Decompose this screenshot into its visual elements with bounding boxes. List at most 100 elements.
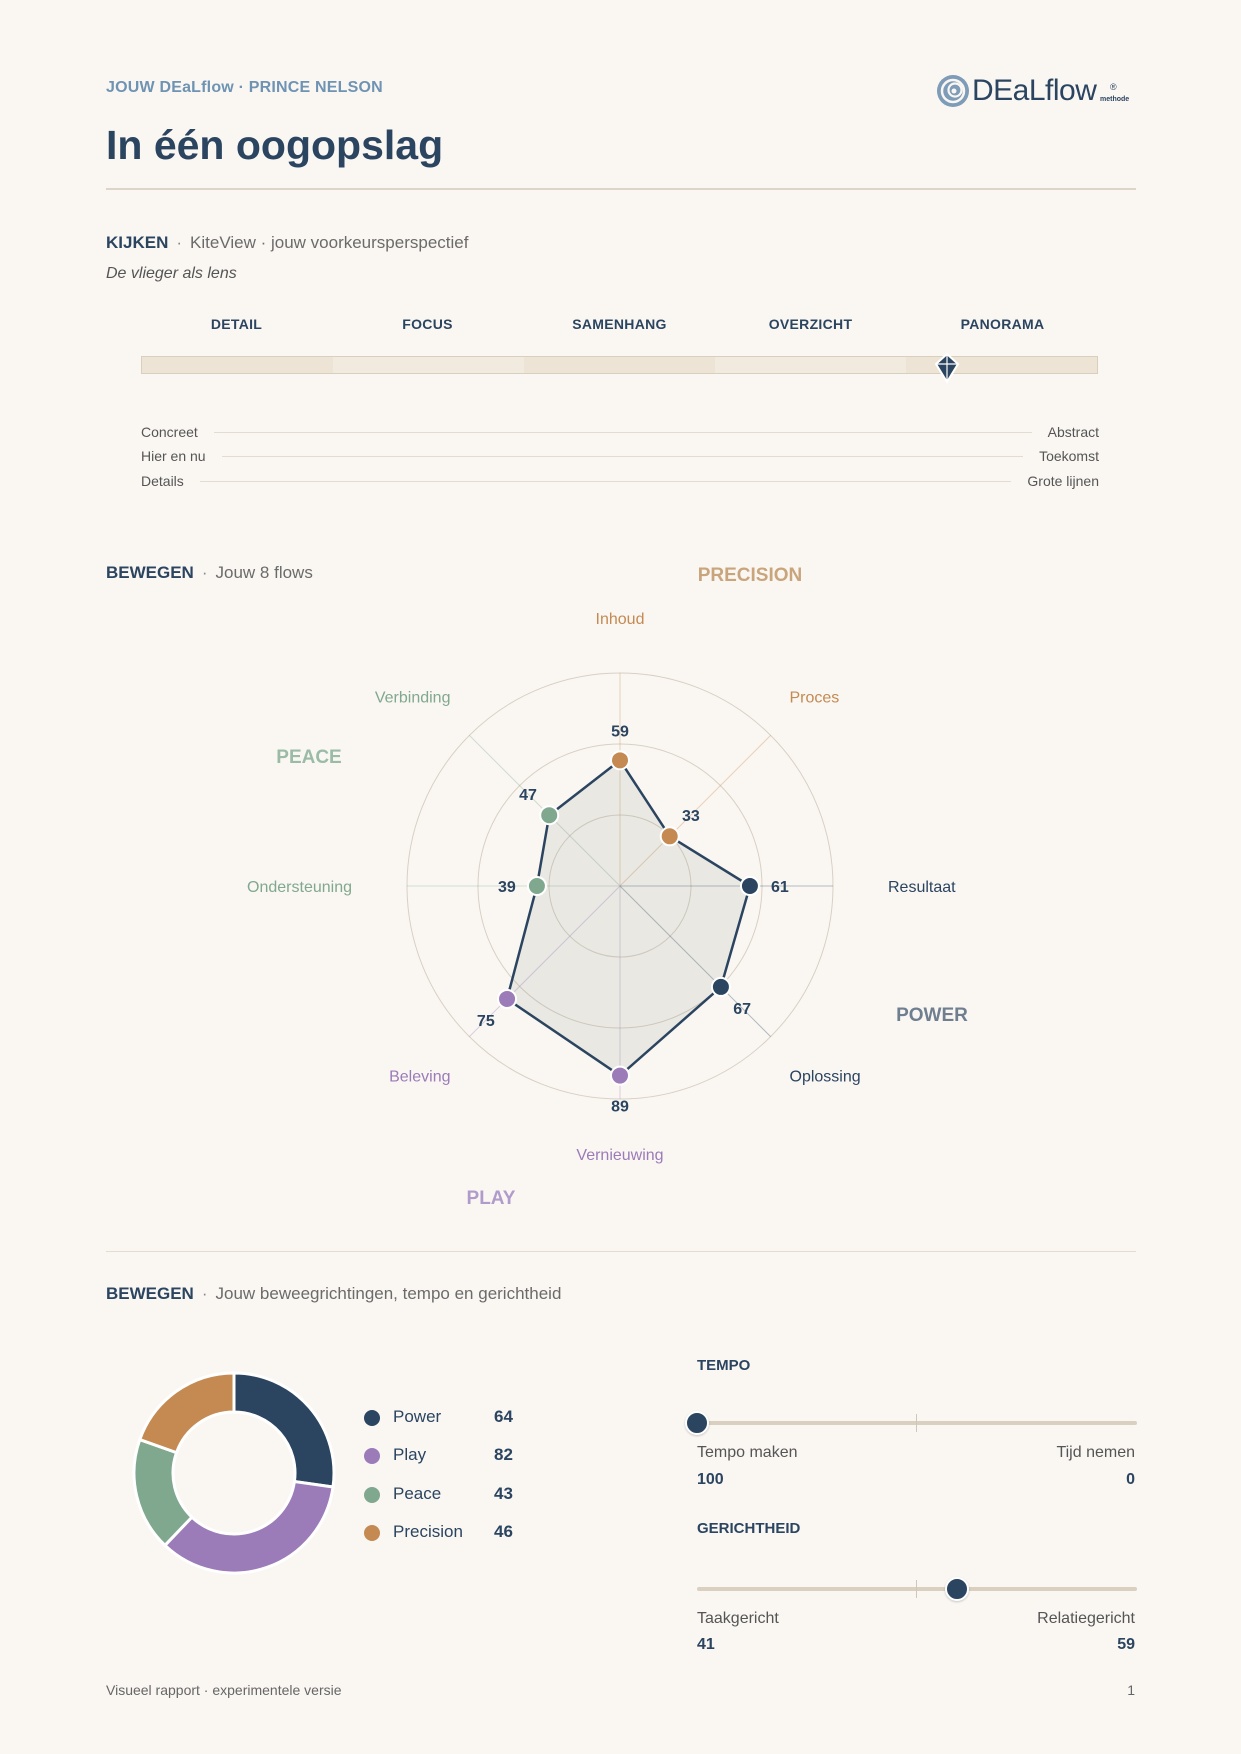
kite-marker-icon [934, 352, 960, 384]
radar-group-label-play: PLAY [467, 1188, 516, 1209]
flows-radar-chart: 59 33 61 67 89 75 39 47 Inhoud Proces Resultaat Opl… [247, 565, 968, 1209]
radar-spoke-oplossing [619, 885, 771, 1037]
radar-axis-label-beleving: Beleving [389, 1069, 450, 1086]
legend-item-peace: Peace 43 [364, 1483, 524, 1507]
legend-item-play: Play 82 [364, 1444, 524, 1468]
level-label-focus: FOCUS [402, 316, 453, 332]
level-label-panorama: PANORAMA [960, 316, 1045, 332]
gerichtheid-knob [944, 1577, 969, 1601]
radar-axis-label-inhoud: Inhoud [596, 611, 645, 628]
tempo-right-label: Tijd nemen [1056, 1444, 1135, 1461]
radar-value-verbinding: 47 [519, 787, 537, 804]
legend-value: 82 [494, 1445, 513, 1464]
section-divider [106, 1251, 1136, 1252]
kijken-subtitle: KiteView · jouw voorkeursperspectief [190, 233, 469, 252]
tempo-track [697, 1421, 1137, 1425]
page-title: In één oogopslag [106, 122, 444, 168]
legend-swatch [364, 1487, 380, 1503]
donut-slice-play [162, 1479, 335, 1575]
legend-label: Power [393, 1407, 442, 1426]
beweegrichtingen-donut-chart [132, 1371, 336, 1575]
level-segment-overzicht [715, 357, 906, 373]
radar-point-vernieuwing [610, 1065, 630, 1086]
scale-left-label: Hier en nu [141, 448, 206, 464]
radar-group-label-peace: PEACE [276, 747, 341, 768]
tempo-right-value: 0 [1126, 1471, 1135, 1488]
legend-swatch [364, 1448, 380, 1464]
radar-value-resultaat: 61 [771, 879, 789, 896]
flows-title: BEWEGEN [106, 563, 194, 582]
radar-value-vernieuwing: 89 [611, 1099, 629, 1116]
gerichtheid-right-label: Relatiegericht [1037, 1610, 1135, 1627]
header-divider [106, 188, 1136, 190]
richtingen-separator: · [201, 1284, 208, 1303]
scale-row-hier-toekomst: Hier en nu Toekomst [141, 448, 1099, 464]
radar-value-ondersteuning: 39 [498, 879, 516, 896]
radar-value-proces: 33 [682, 808, 700, 825]
richtingen-subtitle: Jouw beweegrichtingen, tempo en gerichth… [215, 1284, 562, 1303]
radar-value-inhoud: 59 [611, 723, 629, 740]
donut-slice-precision [137, 1371, 236, 1455]
radar-point-oplossing [710, 976, 731, 997]
legend-swatch [364, 1410, 380, 1426]
radar-point-inhoud [610, 750, 630, 771]
kijken-heading: KIJKEN · KiteView · jouw voorkeursperspect… [106, 233, 468, 253]
radar-axis-label-vernieuwing: Vernieuwing [576, 1147, 663, 1164]
flows-heading: BEWEGEN · Jouw 8 flows [106, 563, 313, 583]
legend-item-power: Power 64 [364, 1406, 524, 1430]
radar-axis-label-verbinding: Verbinding [375, 689, 451, 706]
radar-point-proces [659, 826, 680, 847]
radar-spoke-beleving [469, 885, 621, 1037]
donut-slice-power [232, 1371, 336, 1489]
legend-swatch [364, 1525, 380, 1541]
scale-right-label: Abstract [1047, 424, 1099, 440]
flows-separator: · [201, 563, 208, 582]
legend-item-precision: Precision 46 [364, 1521, 524, 1545]
radar-ring-1 [548, 814, 692, 958]
radar-value-oplossing: 67 [733, 1001, 751, 1018]
radar-group-label-power: POWER [896, 1005, 968, 1026]
radar-spoke-proces [619, 735, 771, 887]
gerichtheid-midpoint-tick [916, 1580, 917, 1598]
radar-group-label-precision: PRECISION [698, 565, 803, 586]
radar-axis-label-ondersteuning: Ondersteuning [247, 879, 352, 896]
legend-value: 64 [494, 1407, 513, 1426]
kiteview-scale-bar [141, 356, 1098, 374]
radar-point-beleving [497, 988, 518, 1009]
level-segment-focus [333, 357, 524, 373]
spiral-logo-icon [937, 75, 969, 107]
radar-ring-3 [406, 672, 834, 1100]
logo-registered-mark: ® [1110, 82, 1117, 92]
tempo-knob [685, 1411, 709, 1435]
radar-point-ondersteuning [526, 876, 547, 896]
footer-note: Visueel rapport · experimentele versie [106, 1682, 342, 1698]
tempo-title: TEMPO [697, 1357, 751, 1374]
radar-point-resultaat [739, 876, 760, 896]
scale-row-concreet-abstract: Concreet Abstract [141, 424, 1099, 440]
legend-label: Play [393, 1445, 427, 1464]
gerichtheid-right-value: 59 [1117, 1636, 1135, 1653]
richtingen-title: BEWEGEN [106, 1284, 194, 1303]
radar-axis-label-proces: Proces [790, 689, 840, 706]
scale-left-label: Details [141, 473, 184, 489]
level-label-samenhang: SAMENHANG [572, 316, 667, 332]
dealflow-logo: DEaLflow ® methode [936, 72, 1136, 112]
report-kicker: JOUW DEaLflow · PRINCE NELSON [106, 79, 383, 96]
page-number: 1 [1127, 1682, 1135, 1698]
gerichtheid-track [697, 1587, 1137, 1591]
tempo-left-label: Tempo maken [697, 1444, 798, 1461]
level-label-detail: DETAIL [210, 316, 263, 332]
legend-label: Precision [393, 1522, 463, 1541]
tempo-left-value: 100 [697, 1471, 724, 1488]
richtingen-heading: BEWEGEN · Jouw beweegrichtingen, tempo en … [106, 1284, 561, 1304]
logo-wordmark: DEaLflow [972, 74, 1097, 107]
kijken-title: KIJKEN [106, 233, 169, 252]
logo-subtitle: methode [1100, 96, 1130, 103]
radar-ring-2 [477, 743, 763, 1029]
radar-value-beleving: 75 [477, 1013, 495, 1030]
flows-subtitle: Jouw 8 flows [215, 563, 313, 582]
radar-point-verbinding [539, 805, 560, 826]
scale-right-label: Toekomst [1039, 448, 1099, 464]
gerichtheid-title: GERICHTHEID [697, 1520, 801, 1537]
gerichtheid-left-label: Taakgericht [697, 1610, 779, 1627]
